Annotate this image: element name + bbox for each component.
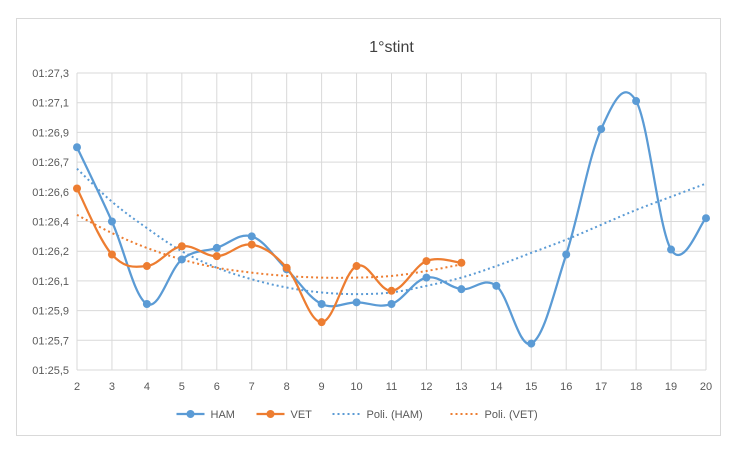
x-tick-label: 8 xyxy=(284,381,290,393)
legend-marker xyxy=(266,410,275,418)
x-tick-label: 18 xyxy=(630,381,642,393)
y-tick-label: 01:26,7 xyxy=(32,157,69,169)
data-point-ham xyxy=(177,255,186,264)
data-point-ham xyxy=(492,281,501,290)
data-point-vet xyxy=(352,262,361,271)
data-point-vet xyxy=(317,318,326,327)
legend-marker xyxy=(186,410,195,418)
series-line-vet xyxy=(76,187,462,324)
x-tick-label: 12 xyxy=(420,381,432,393)
x-tick-label: 16 xyxy=(560,381,572,393)
data-point-ham xyxy=(352,298,361,307)
x-tick-label: 4 xyxy=(144,381,150,393)
x-tick-label: 19 xyxy=(665,381,677,393)
x-tick-label: 17 xyxy=(595,381,607,393)
y-tick-label: 01:26,1 xyxy=(32,276,69,288)
data-point-ham xyxy=(387,300,396,308)
x-tick-label: 2 xyxy=(74,381,80,393)
x-tick-label: 9 xyxy=(319,381,325,393)
chart-frame: 01:27,3 01:27,1 01:26,9 01:26,7 01:26,6 01:26… xyxy=(16,18,721,436)
data-point-ham xyxy=(527,339,536,348)
y-tick-label: 01:25,9 xyxy=(32,306,69,318)
y-tick-label: 01:26,4 xyxy=(32,217,69,229)
data-point-ham xyxy=(457,285,466,294)
y-tick-label: 01:26,9 xyxy=(32,127,69,139)
series-ham xyxy=(73,91,710,348)
x-tick-label: 5 xyxy=(179,381,185,393)
legend-item-poli-vet: Poli. (VET) xyxy=(450,409,538,421)
x-tick-label: 13 xyxy=(455,381,467,393)
data-point-vet xyxy=(387,286,396,295)
x-tick-label: 14 xyxy=(490,381,502,393)
data-point-vet xyxy=(73,184,81,193)
y-tick-label: 01:26,2 xyxy=(32,246,69,258)
data-point-ham xyxy=(562,250,571,259)
x-tick-label: 6 xyxy=(214,381,220,393)
legend-label: Poli. (VET) xyxy=(485,409,538,421)
legend-label: VET xyxy=(291,409,313,421)
x-tick-label: 3 xyxy=(109,381,115,393)
data-point-ham xyxy=(422,273,431,282)
data-point-ham xyxy=(632,97,641,106)
trendline-poli-vet xyxy=(76,214,462,279)
y-tick-label: 01:25,5 xyxy=(32,365,69,377)
data-point-vet xyxy=(247,240,256,249)
data-point-ham xyxy=(667,245,676,254)
legend-item-vet: VET xyxy=(256,409,313,421)
line-chart: 01:27,3 01:27,1 01:26,9 01:26,7 01:26,6 01:26… xyxy=(32,39,712,421)
y-tick-label: 01:25,7 xyxy=(32,335,69,347)
x-tick-label: 7 xyxy=(249,381,255,393)
data-point-vet xyxy=(107,250,116,259)
legend-item-ham: HAM xyxy=(176,409,235,421)
x-tick-label: 11 xyxy=(386,381,397,393)
y-tick-label: 01:27,3 xyxy=(32,68,69,80)
y-axis-ticks: 01:27,3 01:27,1 01:26,9 01:26,7 01:26,6 01:26… xyxy=(32,68,69,377)
data-point-vet xyxy=(142,262,151,271)
data-point-ham xyxy=(597,125,606,134)
legend-label: HAM xyxy=(211,409,235,421)
y-tick-label: 01:27,1 xyxy=(32,98,69,110)
legend-item-poli-ham: Poli. (HAM) xyxy=(332,409,423,421)
legend: HAM VET Poli. (HAM) Poli. (VET) xyxy=(176,409,538,421)
data-point-vet xyxy=(177,242,186,251)
series-poli-vet xyxy=(76,214,462,279)
x-tick-label: 10 xyxy=(350,381,362,393)
data-point-vet xyxy=(282,263,291,272)
data-point-ham xyxy=(142,300,151,308)
legend-label: Poli. (HAM) xyxy=(367,409,423,421)
data-point-ham xyxy=(212,243,221,252)
x-tick-label: 20 xyxy=(700,381,712,393)
data-point-vet xyxy=(422,257,431,266)
data-point-vet xyxy=(457,258,466,267)
data-point-ham xyxy=(317,300,326,308)
chart-title: 1°stint xyxy=(369,39,414,56)
series-vet xyxy=(73,184,466,327)
data-point-vet xyxy=(212,252,221,261)
data-point-ham xyxy=(702,214,710,223)
data-point-ham xyxy=(107,217,116,226)
x-axis-ticks: 2 3 4 5 6 7 8 9 10 11 12 13 14 15 16 17 18 19 20 xyxy=(74,381,712,393)
gridlines xyxy=(76,72,707,371)
series-layer xyxy=(73,91,710,348)
y-tick-label: 01:26,6 xyxy=(32,187,69,199)
data-point-ham xyxy=(73,143,81,152)
x-tick-label: 15 xyxy=(525,381,537,393)
data-point-ham xyxy=(247,232,256,241)
